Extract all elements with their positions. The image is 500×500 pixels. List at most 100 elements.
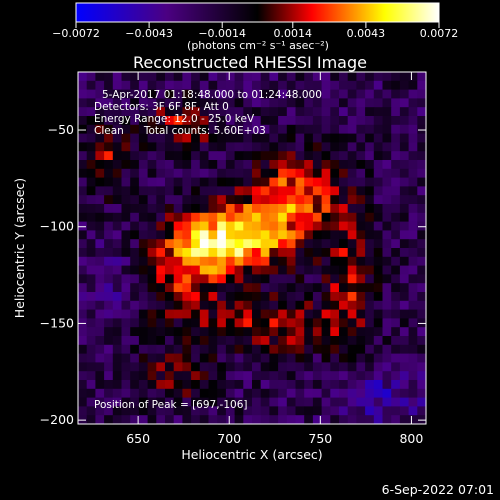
heatmap-cell [417,380,426,390]
heatmap-cell [191,415,201,424]
heatmap-cell [304,300,314,310]
heatmap-cell [243,256,253,266]
heatmap-cell [330,318,340,328]
heatmap-cell [286,89,296,99]
heatmap-cell [321,80,331,90]
heatmap-cell [286,309,296,319]
heatmap-cell [304,318,314,328]
heatmap-cell [399,98,409,108]
heatmap-cell [286,72,296,82]
heatmap-cell [252,300,262,310]
annotation-detectors: Detectors: 3F 6F 8F, Att 0 [94,101,229,113]
heatmap-cell [365,186,375,196]
heatmap-cell [278,256,288,266]
heatmap-cell [408,124,418,134]
heatmap-cell [391,283,401,293]
heatmap-cell [243,204,253,214]
heatmap-cell [330,221,340,231]
heatmap-cell [130,212,140,222]
heatmap-cell [234,212,244,222]
heatmap-cell [373,248,383,258]
heatmap-cell [339,151,349,161]
heatmap-cell [286,195,296,205]
heatmap-cell [225,415,235,424]
heatmap-cell [147,265,157,275]
heatmap-cell [321,309,331,319]
heatmap-cell [260,160,270,170]
heatmap-cell [147,89,157,99]
heatmap-cell [95,415,105,424]
heatmap-cell [104,388,114,398]
heatmap-cell [130,283,140,293]
heatmap-cell [217,274,227,284]
heatmap-cell [199,248,209,258]
heatmap-cell [312,80,322,90]
heatmap-cell [138,318,148,328]
heatmap-cell [208,248,218,258]
heatmap-cell [78,309,88,319]
heatmap-cell [138,151,148,161]
heatmap-cell [165,195,175,205]
heatmap-cell [138,98,148,108]
heatmap-cell [304,204,314,214]
heatmap-cell [173,336,183,346]
heatmap-cell [382,397,392,407]
heatmap-cell [112,230,122,240]
heatmap-cell [199,186,209,196]
heatmap-cell [191,388,201,398]
heatmap-cell [78,292,88,302]
heatmap-cell [347,212,357,222]
heatmap-cell [382,142,392,152]
heatmap-cell [112,265,122,275]
heatmap-cell [112,388,122,398]
heatmap-cell [78,160,88,170]
heatmap-cell [295,186,305,196]
heatmap-cell [121,336,131,346]
heatmap-cell [295,397,305,407]
heatmap-cell [295,380,305,390]
heatmap-cell [78,133,88,143]
heatmap-cell [356,230,366,240]
heatmap-cell [286,327,296,337]
heatmap-cell [260,353,270,363]
heatmap-cell [252,406,262,416]
heatmap-cell [295,309,305,319]
heatmap-cell [304,344,314,354]
heatmap-cell [234,248,244,258]
heatmap-cell [321,397,331,407]
heatmap-cell [156,283,166,293]
heatmap-cell [225,124,235,134]
heatmap-cell [408,177,418,187]
heatmap-cell [260,327,270,337]
heatmap-cell [243,283,253,293]
heatmap-cell [121,353,131,363]
heatmap-cell [330,248,340,258]
heatmap-cell [347,186,357,196]
heatmap-cell [304,265,314,275]
heatmap-cell [95,248,105,258]
heatmap-cell [104,362,114,372]
heatmap-cell [365,397,375,407]
heatmap-cell [208,98,218,108]
heatmap-cell [165,186,175,196]
heatmap-cell [147,160,157,170]
heatmap-cell [321,415,331,424]
heatmap-cell [356,168,366,178]
heatmap-cell [365,336,375,346]
heatmap-cell [304,283,314,293]
heatmap-cell [199,80,209,90]
heatmap-cell [121,212,131,222]
heatmap-cell [147,98,157,108]
heatmap-cell [78,142,88,152]
heatmap-cell [130,362,140,372]
heatmap-cell [138,283,148,293]
heatmap-cell [260,309,270,319]
heatmap-cell [304,221,314,231]
heatmap-cell [260,72,270,82]
heatmap-cell [191,256,201,266]
heatmap-cell [391,300,401,310]
heatmap-cell [269,344,279,354]
heatmap-cell [217,362,227,372]
heatmap-cell [330,142,340,152]
heatmap-cell [199,160,209,170]
